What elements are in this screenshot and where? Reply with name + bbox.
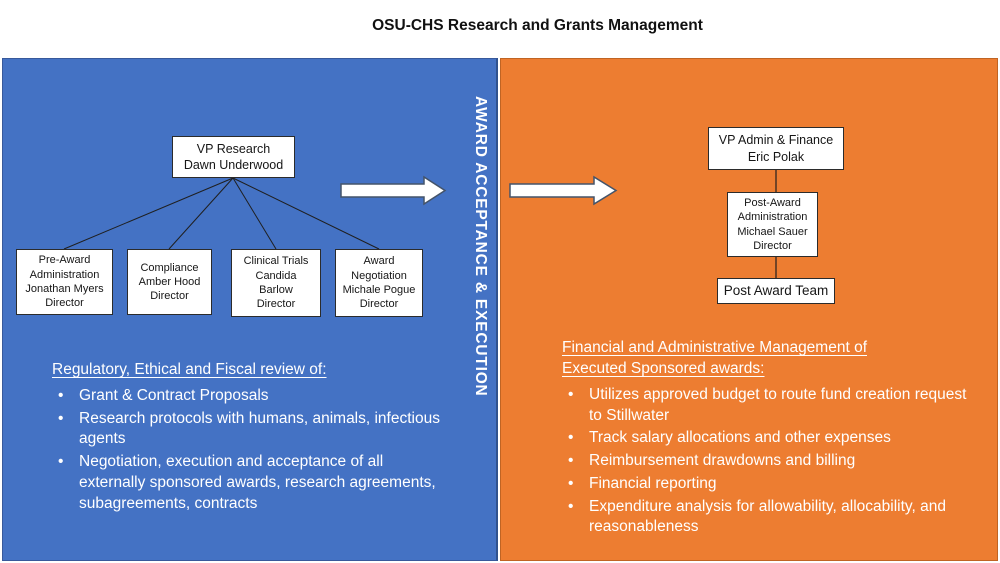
clinical-trials-box: Clinical Trials Candida Barlow Director bbox=[231, 249, 321, 317]
right-bullet-list: Utilizes approved budget to route fund c… bbox=[562, 385, 970, 538]
award-negotiation-box: Award Negotiation Michale Pogue Director bbox=[335, 249, 423, 317]
bullet-item: Utilizes approved budget to route fund c… bbox=[562, 385, 970, 427]
left-heading: Regulatory, Ethical and Fiscal review of… bbox=[52, 361, 327, 378]
post-award-administration-box: Post-Award Administration Michael Sauer … bbox=[727, 192, 818, 257]
left-bullet-list: Grant & Contract Proposals Research prot… bbox=[52, 386, 448, 515]
award-acceptance-execution-label: AWARD ACCEPTANCE & EXECUTION bbox=[472, 96, 489, 397]
right-heading: Financial and Administrative Management … bbox=[562, 339, 867, 377]
post-award-team-box: Post Award Team bbox=[717, 278, 835, 304]
right-text-block: Financial and Administrative Management … bbox=[562, 338, 970, 540]
bullet-item: Track salary allocations and other expen… bbox=[562, 428, 970, 449]
bullet-item: Grant & Contract Proposals bbox=[52, 386, 448, 407]
vp-admin-finance-box: VP Admin & Finance Eric Polak bbox=[708, 127, 844, 170]
page-title: OSU-CHS Research and Grants Management bbox=[372, 17, 703, 34]
compliance-box: Compliance Amber Hood Director bbox=[127, 249, 212, 315]
vp-research-box: VP Research Dawn Underwood bbox=[172, 136, 295, 178]
bullet-item: Negotiation, execution and acceptance of… bbox=[52, 452, 448, 514]
bullet-item: Research protocols with humans, animals,… bbox=[52, 409, 448, 451]
bullet-item: Reimbursement drawdowns and billing bbox=[562, 451, 970, 472]
pre-award-administration-box: Pre-Award Administration Jonathan Myers … bbox=[16, 249, 113, 315]
left-text-block: Regulatory, Ethical and Fiscal review of… bbox=[52, 360, 448, 517]
bullet-item: Financial reporting bbox=[562, 474, 970, 495]
bullet-item: Expenditure analysis for allowability, a… bbox=[562, 497, 970, 539]
